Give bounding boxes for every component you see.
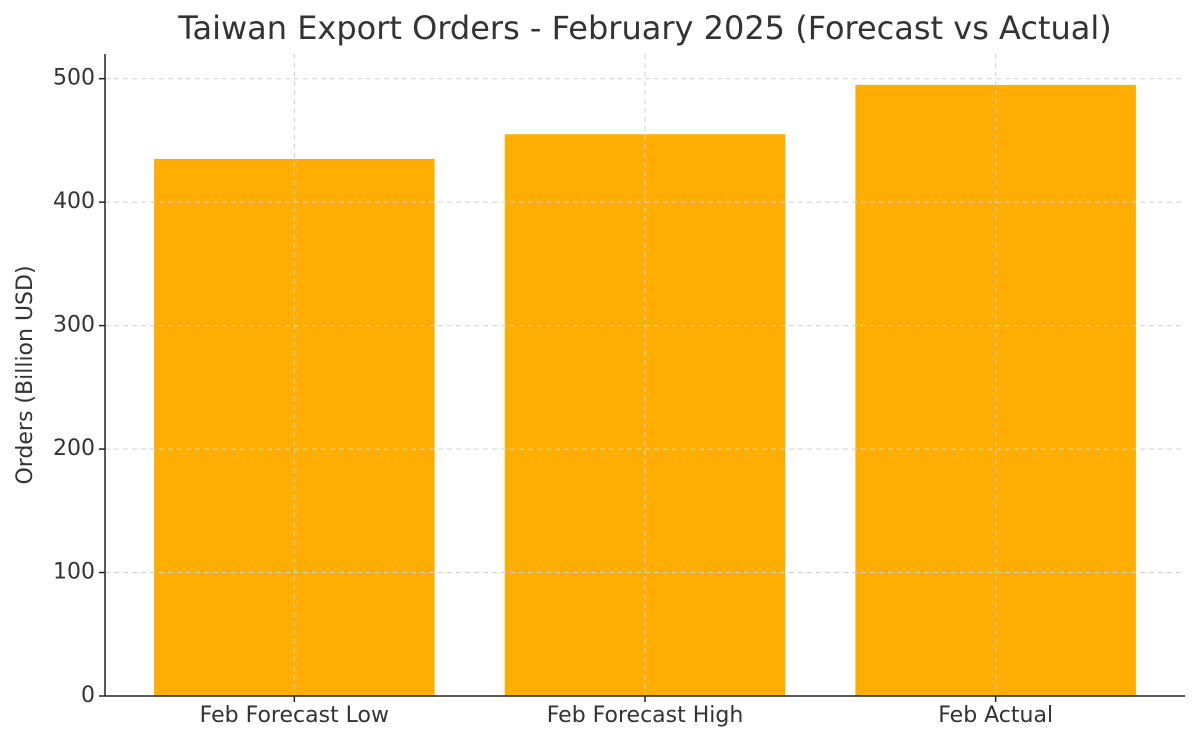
y-axis-label: Orders (Billion USD) xyxy=(13,265,38,484)
y-tick-label: 0 xyxy=(81,683,95,708)
x-tick-label: Feb Actual xyxy=(938,703,1053,728)
y-tick-label: 200 xyxy=(53,436,95,461)
y-tick-label: 400 xyxy=(53,189,95,214)
x-tick-label: Feb Forecast High xyxy=(547,703,744,728)
y-tick-label: 100 xyxy=(53,560,95,585)
chart-title: Taiwan Export Orders - February 2025 (Fo… xyxy=(177,9,1112,47)
x-tick-label: Feb Forecast Low xyxy=(200,703,389,728)
y-tick-label: 500 xyxy=(53,66,95,91)
y-tick-label: 300 xyxy=(53,313,95,338)
